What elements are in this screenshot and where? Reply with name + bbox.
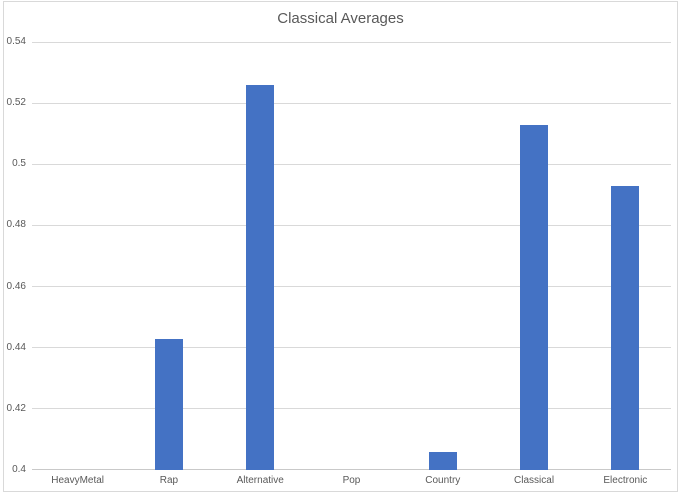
- y-tick-label: 0.54: [6, 36, 26, 47]
- plot-area: [32, 41, 671, 470]
- x-category-label: Classical: [514, 475, 555, 486]
- x-axis: HeavyMetal Rap Alternative Pop Country Classi…: [32, 474, 671, 490]
- x-category-label: Alternative: [236, 475, 284, 486]
- y-tick-label: 0.46: [6, 280, 26, 292]
- y-tick-label: 0.5: [12, 158, 26, 170]
- y-tick-label: 0.52: [6, 97, 26, 109]
- gridline: [32, 224, 671, 226]
- bar-rap: [154, 338, 183, 470]
- y-axis: 0.4 0.42 0.44 0.46 0.48 0.5 0.52 0.54: [4, 36, 26, 475]
- gridline: [32, 102, 671, 104]
- gridline: [32, 41, 671, 43]
- y-tick-label: 0.48: [6, 219, 26, 231]
- gridline: [32, 286, 671, 288]
- x-axis-line: [32, 469, 671, 470]
- gridline: [32, 408, 671, 410]
- x-category-label: Electronic: [603, 475, 648, 486]
- chart: Classical Averages 0.4 0.42 0.44 0.46 0.48 0.…: [3, 1, 678, 492]
- x-category-label: Country: [425, 475, 461, 486]
- gridline: [32, 347, 671, 349]
- bar-country: [428, 451, 457, 470]
- y-tick-label: 0.4: [12, 464, 26, 475]
- bar-alternative: [246, 84, 275, 470]
- x-category-label: HeavyMetal: [51, 475, 105, 486]
- chart-title: Classical Averages: [277, 10, 404, 27]
- x-category-label: Pop: [342, 475, 361, 486]
- y-tick-label: 0.42: [6, 402, 26, 414]
- y-tick-label: 0.44: [6, 341, 26, 353]
- gridline: [32, 163, 671, 165]
- x-category-label: Rap: [159, 475, 179, 486]
- bar-classical: [520, 124, 549, 470]
- bar-electronic: [611, 185, 640, 470]
